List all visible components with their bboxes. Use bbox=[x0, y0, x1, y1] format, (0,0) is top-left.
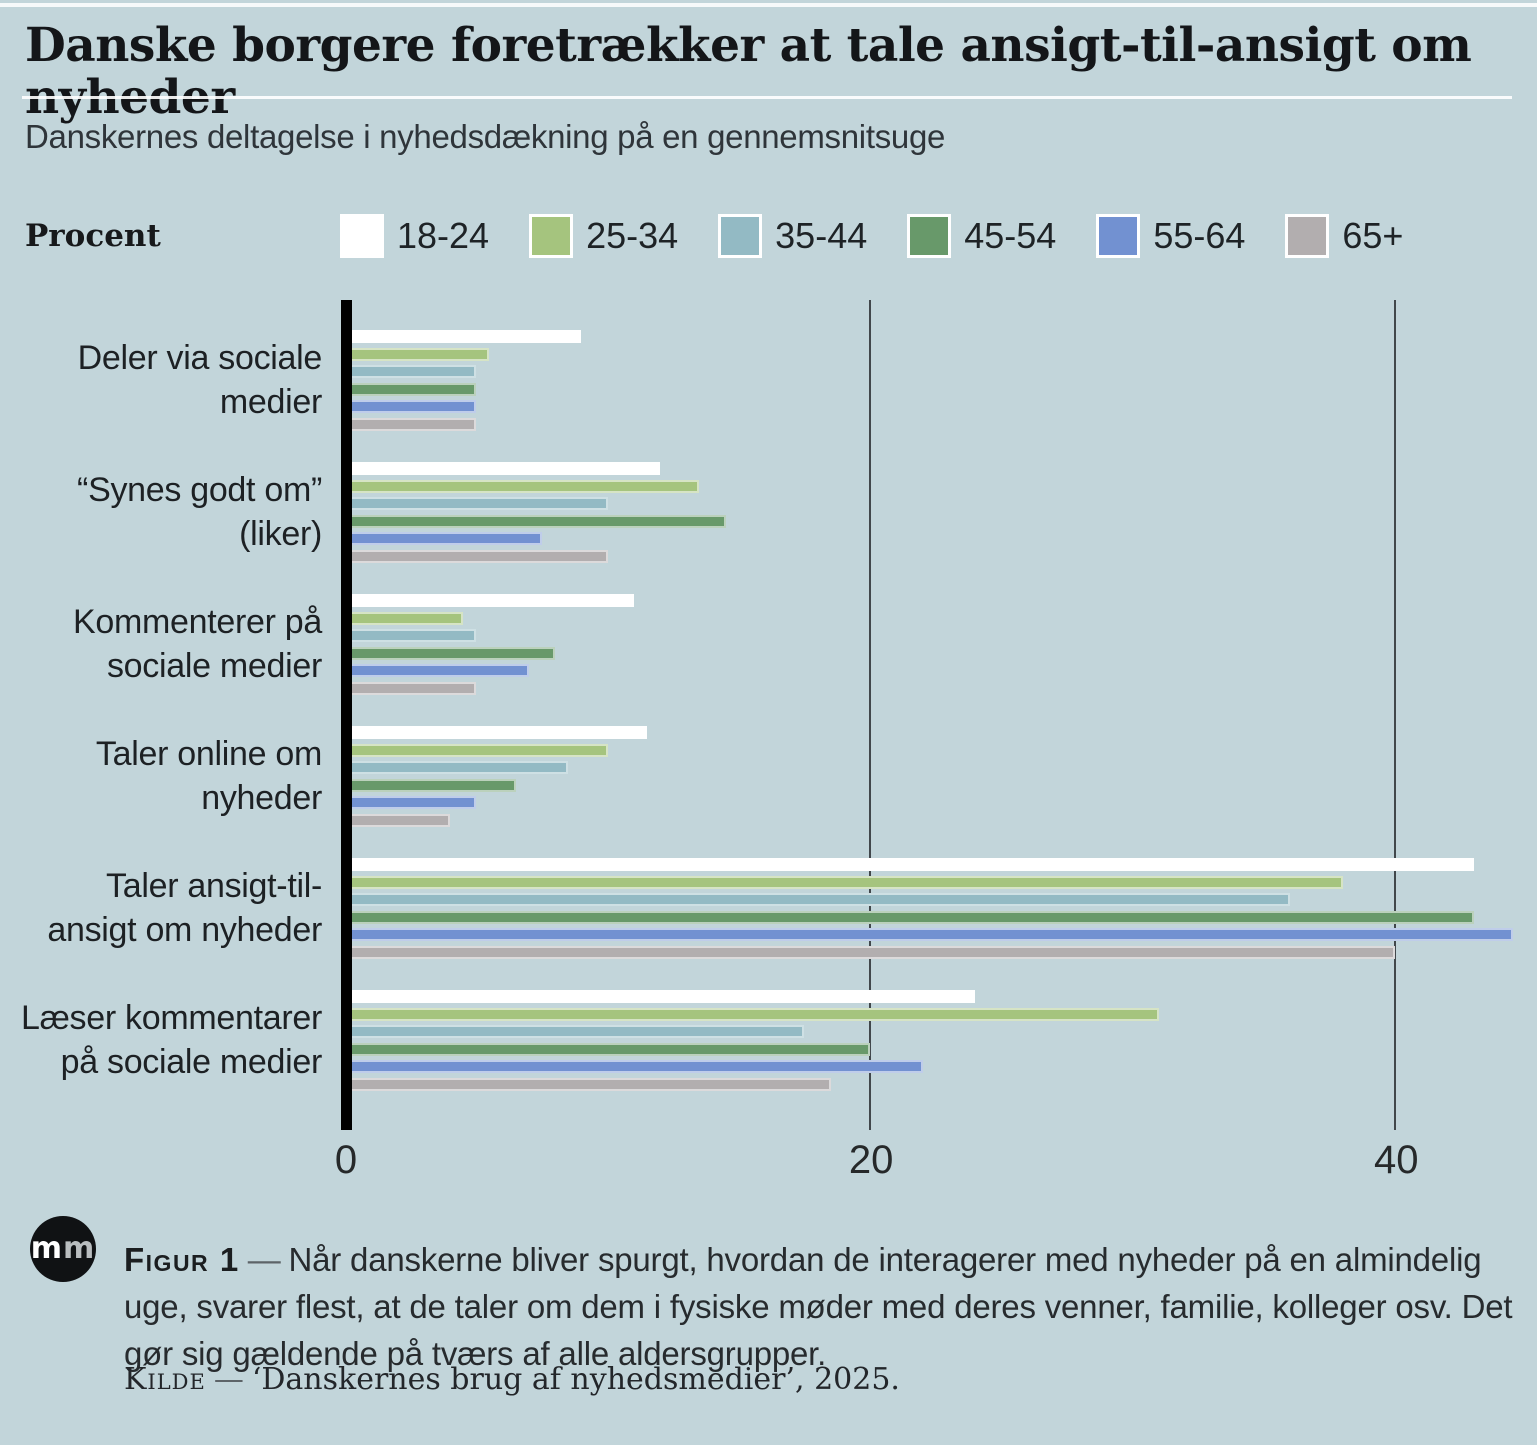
bar-65+ bbox=[345, 945, 1396, 959]
top-divider bbox=[0, 3, 1537, 7]
bar-18-24 bbox=[345, 462, 661, 475]
bar-45-54 bbox=[345, 1042, 871, 1056]
mm-logo: mm bbox=[30, 1216, 96, 1282]
bar-25-34 bbox=[345, 743, 608, 757]
legend-item-18-24: 18-24 bbox=[340, 214, 489, 258]
category-label: Taler ansigt-til-ansigt om nyheder bbox=[47, 866, 322, 949]
figure-label: Figur 1 bbox=[124, 1241, 240, 1278]
legend-item-45-54: 45-54 bbox=[907, 214, 1056, 258]
category-row: Taler online om nyheder bbox=[0, 696, 1537, 828]
bar-35-44 bbox=[345, 629, 477, 643]
category-label: Læser kommentarer på sociale medier bbox=[21, 998, 322, 1081]
bar-35-44 bbox=[345, 365, 477, 379]
bar-25-34 bbox=[345, 1007, 1159, 1021]
bar-65+ bbox=[345, 681, 477, 695]
legend-swatch-65+ bbox=[1285, 214, 1330, 258]
page-subtitle: Danskernes deltagelse i nyhedsdækning på… bbox=[25, 118, 946, 155]
page-title: Danske borgere foretrækker at tale ansig… bbox=[25, 18, 1472, 125]
bar-group bbox=[345, 330, 1537, 431]
bar-55-64 bbox=[345, 664, 529, 678]
bar-group bbox=[345, 726, 1537, 827]
legend-item-label: 55-64 bbox=[1153, 215, 1246, 256]
bar-55-64 bbox=[345, 796, 477, 810]
bar-25-34 bbox=[345, 347, 490, 361]
x-tick-label-0: 0 bbox=[334, 1138, 358, 1182]
legend-item-65+: 65+ bbox=[1285, 214, 1403, 258]
legend-swatch-55-64 bbox=[1096, 214, 1141, 258]
caption-text: Når danskerne bliver spurgt, hvordan de … bbox=[124, 1241, 1513, 1372]
legend-item-25-34: 25-34 bbox=[529, 214, 678, 258]
bar-65+ bbox=[345, 417, 477, 431]
bar-55-64 bbox=[345, 400, 477, 414]
participation-bar-chart: Deler via sociale medier “Synes godt om” (l… bbox=[0, 300, 1537, 1200]
bar-18-24 bbox=[345, 858, 1474, 871]
legend-swatch-18-24 bbox=[340, 214, 384, 258]
x-tick-label-40: 40 bbox=[1373, 1138, 1419, 1182]
legend-item-label: 35-44 bbox=[775, 215, 868, 256]
bar-18-24 bbox=[345, 330, 582, 343]
bar-65+ bbox=[345, 813, 451, 827]
source-dash: — bbox=[213, 1362, 244, 1397]
legend-items: 18-24 25-34 35-44 45-54 55-64 65+ bbox=[340, 214, 1443, 258]
legend-title: Procent bbox=[25, 218, 161, 254]
bar-group bbox=[345, 858, 1537, 959]
source-text: ‘Danskernes brug af nyhedsmedier’, 2025. bbox=[251, 1362, 900, 1397]
bar-group bbox=[345, 462, 1537, 563]
mm-logo-text: mm bbox=[30, 1231, 96, 1266]
bar-35-44 bbox=[345, 761, 569, 775]
legend-swatch-25-34 bbox=[529, 214, 574, 258]
bar-25-34 bbox=[345, 611, 464, 625]
bar-45-54 bbox=[345, 910, 1474, 924]
bar-45-54 bbox=[345, 514, 726, 528]
category-row: Taler ansigt-til-ansigt om nyheder bbox=[0, 828, 1537, 960]
caption-dash: — bbox=[247, 1241, 281, 1278]
category-row: Kommenterer på sociale medier bbox=[0, 564, 1537, 696]
legend-swatch-35-44 bbox=[718, 214, 763, 258]
gridline-20 bbox=[869, 300, 872, 1130]
legend-item-35-44: 35-44 bbox=[718, 214, 867, 258]
bar-65+ bbox=[345, 549, 608, 563]
title-rule bbox=[22, 96, 1512, 99]
bar-group bbox=[345, 594, 1537, 695]
gridline-40 bbox=[1394, 300, 1397, 1130]
category-label: Kommenterer på sociale medier bbox=[72, 602, 322, 685]
category-label: Taler online om nyheder bbox=[95, 734, 322, 817]
x-tick-label-20: 20 bbox=[848, 1138, 894, 1182]
legend-swatch-45-54 bbox=[907, 214, 952, 258]
bar-35-44 bbox=[345, 497, 608, 511]
source-label: Kilde bbox=[124, 1362, 206, 1397]
bar-18-24 bbox=[345, 726, 647, 739]
category-label: “Synes godt om” (liker) bbox=[77, 470, 322, 553]
bar-35-44 bbox=[345, 1025, 805, 1039]
source-line: Kilde — ‘Danskernes brug af nyhedsmedier’,… bbox=[124, 1362, 1514, 1397]
bar-18-24 bbox=[345, 990, 976, 1003]
category-label: Deler via sociale medier bbox=[77, 338, 323, 421]
bar-55-64 bbox=[345, 532, 542, 546]
bar-25-34 bbox=[345, 875, 1343, 889]
bar-55-64 bbox=[345, 928, 1514, 942]
category-row: Deler via sociale medier bbox=[0, 300, 1537, 432]
y-axis-line bbox=[341, 300, 352, 1130]
bar-45-54 bbox=[345, 646, 556, 660]
bar-65+ bbox=[345, 1077, 831, 1091]
bar-45-54 bbox=[345, 382, 477, 396]
bar-55-64 bbox=[345, 1060, 923, 1074]
figure-caption: Figur 1— Når danskerne bliver spurgt, hvo… bbox=[124, 1236, 1514, 1377]
chart-rows: Deler via sociale medier “Synes godt om” (l… bbox=[0, 300, 1537, 1092]
legend-item-label: 18-24 bbox=[397, 215, 490, 256]
bar-25-34 bbox=[345, 479, 700, 493]
legend: Procent 18-24 25-34 35-44 45-54 55-64 65+ bbox=[25, 214, 1527, 258]
bar-18-24 bbox=[345, 594, 634, 607]
legend-item-label: 65+ bbox=[1342, 215, 1404, 256]
legend-item-55-64: 55-64 bbox=[1096, 214, 1245, 258]
bar-35-44 bbox=[345, 893, 1291, 907]
bar-45-54 bbox=[345, 778, 516, 792]
bar-group bbox=[345, 990, 1537, 1091]
category-row: “Synes godt om” (liker) bbox=[0, 432, 1537, 564]
legend-item-label: 25-34 bbox=[586, 215, 679, 256]
category-row: Læser kommentarer på sociale medier bbox=[0, 960, 1537, 1092]
legend-item-label: 45-54 bbox=[964, 215, 1057, 256]
